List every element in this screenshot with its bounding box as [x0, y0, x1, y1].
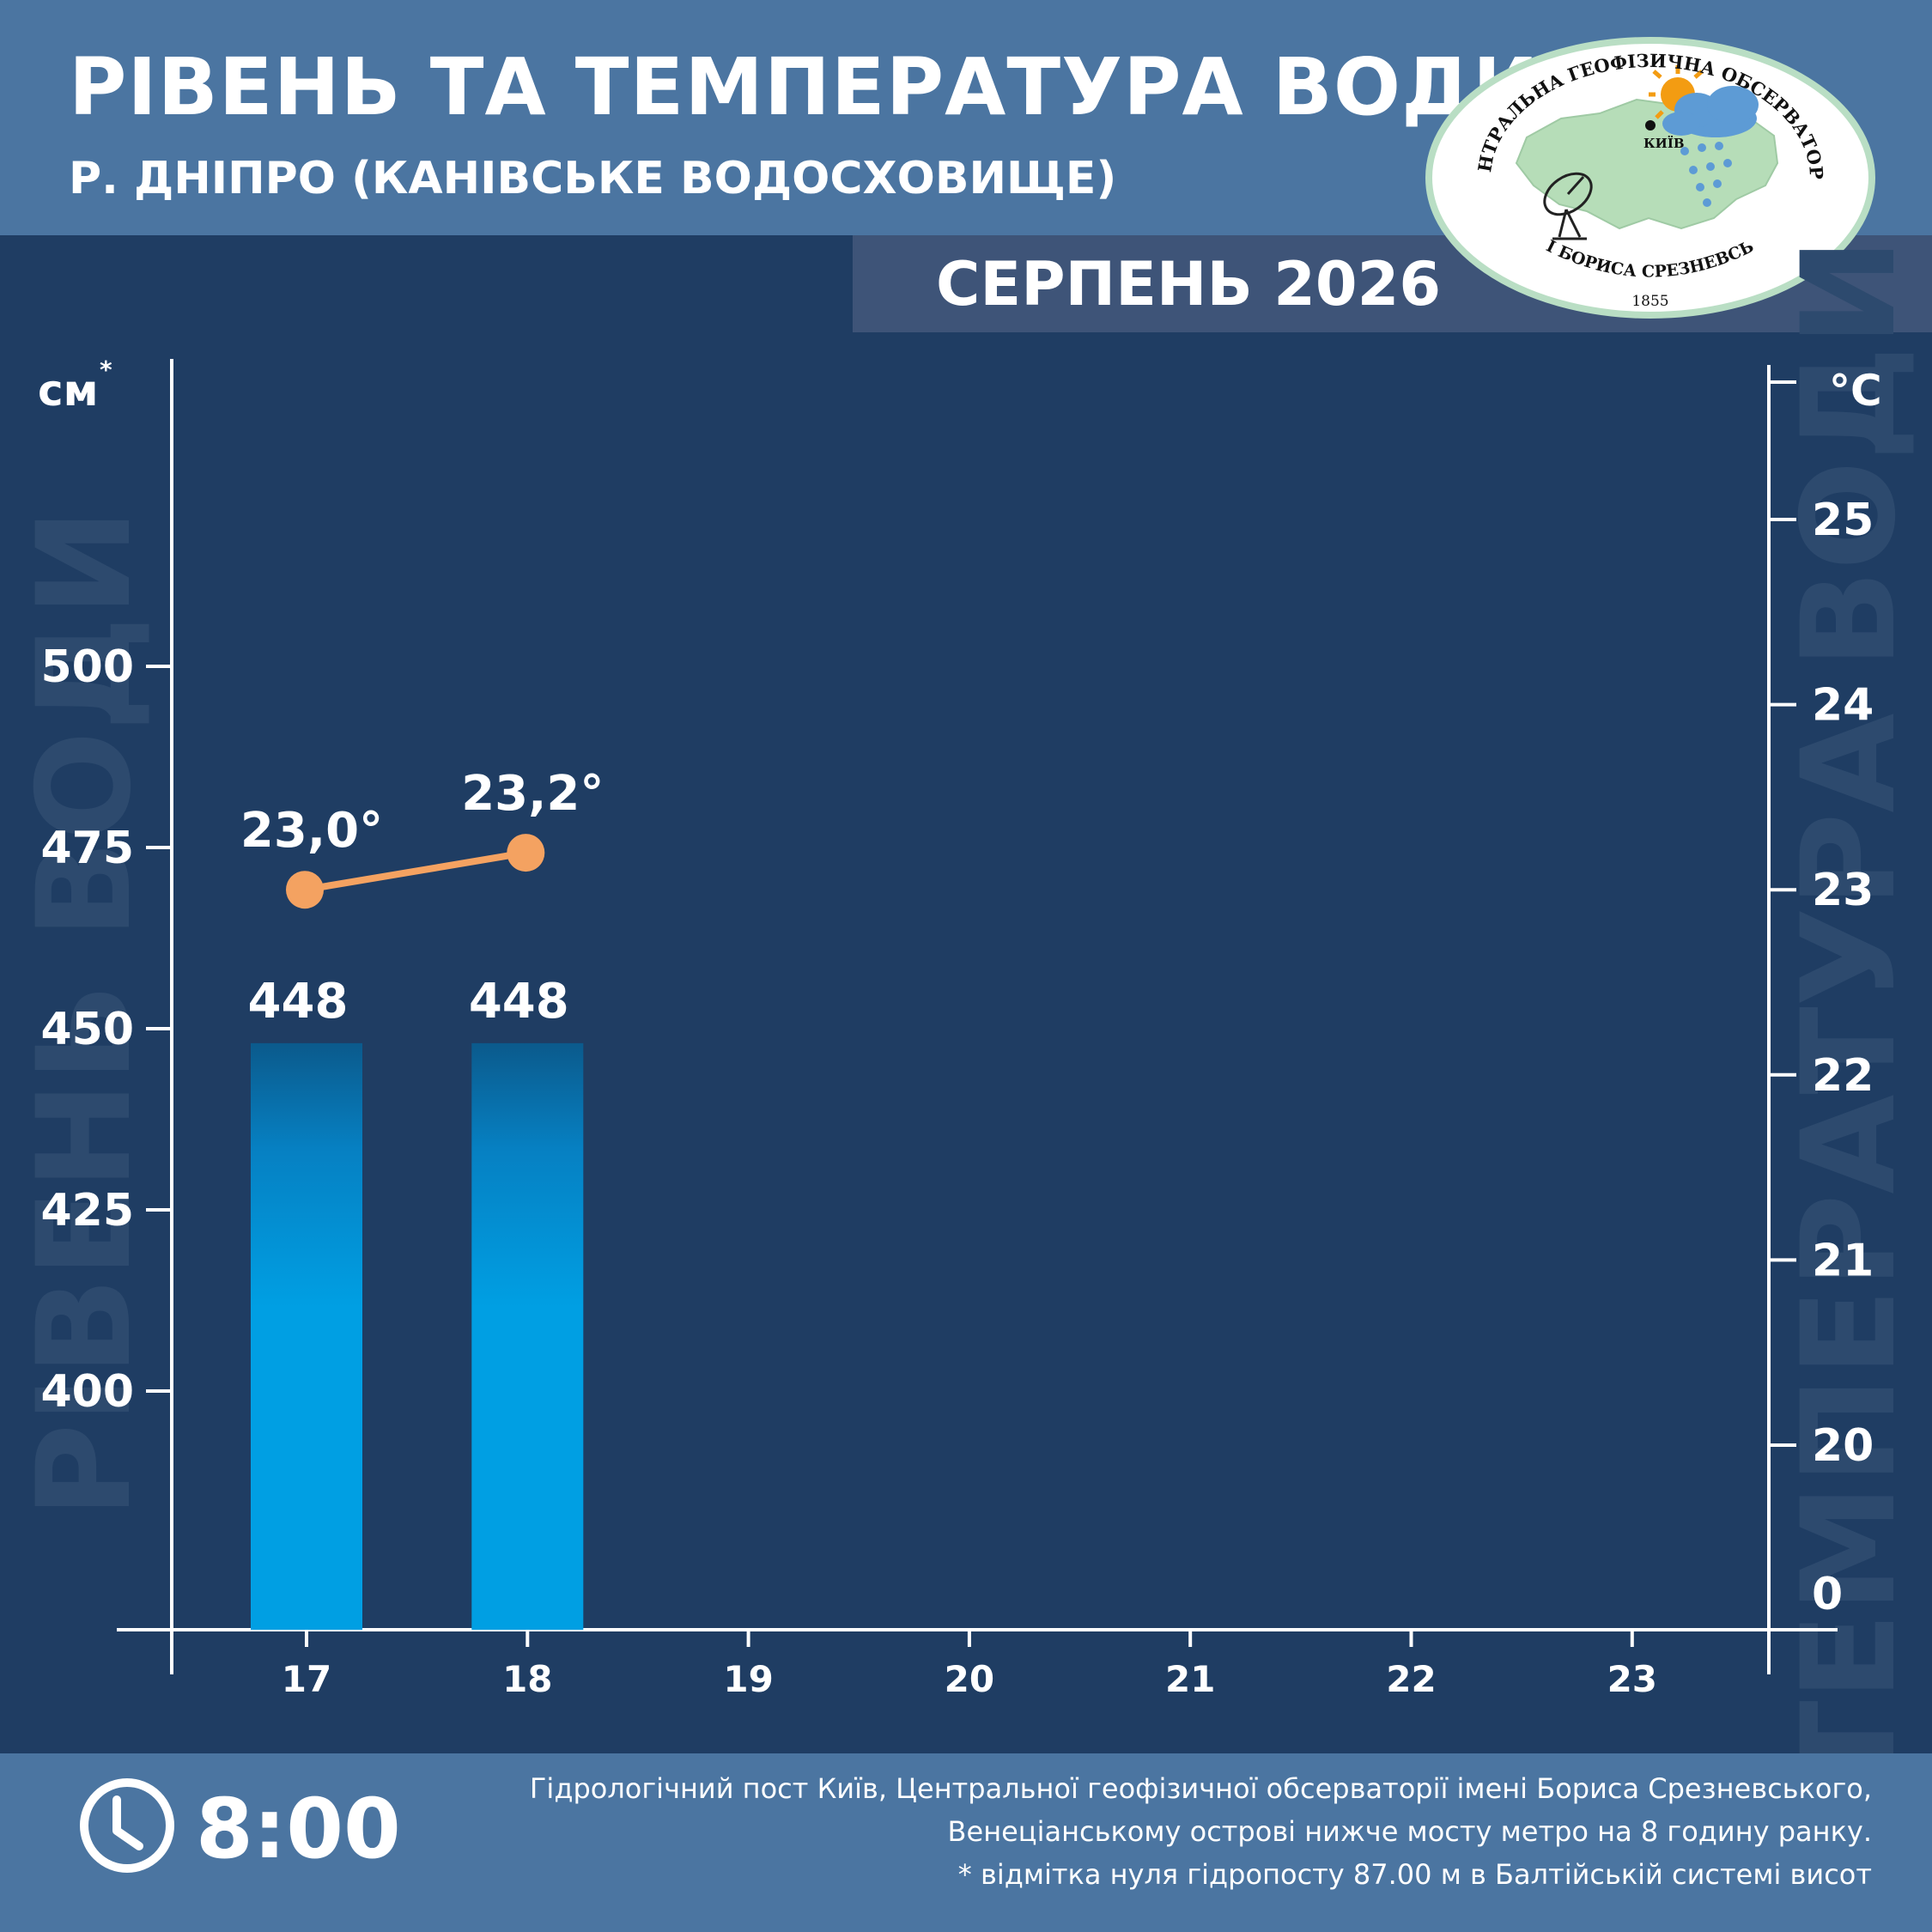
x-tick-label: 20	[945, 1658, 994, 1700]
temperature-value-label: 23,2°	[461, 766, 604, 822]
satellite-dish-icon	[1543, 172, 1593, 240]
logo-year: 1855	[1631, 293, 1668, 310]
level-tick-label: 475	[40, 823, 134, 874]
x-tick-label: 17	[282, 1658, 331, 1700]
temperature-tick-label: 22	[1812, 1050, 1874, 1102]
level-temperature-chart: РІВЕНЬ ВОДИ ТЕМПЕРАТУРА ВОДИ 400 425 450 47…	[10, 238, 1924, 1753]
level-bar	[251, 1042, 362, 1630]
x-tick-label: 22	[1386, 1658, 1436, 1700]
logo-city: КИЇВ	[1643, 135, 1685, 151]
kyiv-marker-icon	[1645, 120, 1656, 131]
level-tick-label: 450	[40, 1004, 134, 1055]
temperature-point	[507, 834, 545, 872]
footer-band	[0, 1753, 1932, 1932]
level-bar	[471, 1042, 584, 1630]
level-bars: 448 448	[248, 974, 584, 1630]
page-title: РІВЕНЬ ТА ТЕМПЕРАТУРА ВОДИ	[69, 41, 1540, 133]
x-tick-label: 23	[1607, 1658, 1657, 1700]
temperature-value-label: 23,0°	[240, 803, 383, 859]
x-tick-label: 21	[1165, 1658, 1215, 1700]
level-value-label: 448	[469, 974, 569, 1030]
footer-note-line3: * відмітка нуля гідропосту 87.00 м в Бал…	[957, 1858, 1872, 1891]
temperature-tick-label: 25	[1812, 495, 1874, 546]
temperature-unit: °C	[1829, 366, 1882, 416]
month-label: СЕРПЕНЬ 2026	[936, 249, 1442, 319]
page-subtitle: Р. ДНІПРО (КАНІВСЬКЕ ВОДОСХОВИЩЕ)	[69, 153, 1117, 204]
level-value-label: 448	[248, 974, 349, 1030]
rain-cloud-icon	[1662, 86, 1759, 207]
temperature-tick-label: 20	[1812, 1420, 1874, 1472]
chart-axes: 400 425 450 475 500 см * 20 21 22 23 24 25 0 °C 17 18 19 2…	[38, 355, 1882, 1700]
measurement-time: 8:00	[196, 1781, 401, 1877]
footer-note-line2: Венеціанському острові нижче мосту метро…	[947, 1815, 1872, 1848]
temperature-bottom-label: 0	[1812, 1569, 1843, 1620]
clock-icon	[80, 1778, 174, 1873]
level-tick-label: 425	[40, 1185, 134, 1236]
temperature-point	[286, 871, 324, 909]
level-tick-label: 500	[40, 641, 134, 693]
sun-icon	[1649, 65, 1704, 119]
level-unit-mark: *	[100, 355, 112, 384]
temperature-series-line	[304, 849, 526, 894]
temperature-line: 23,0° 23,2°	[240, 766, 604, 909]
temperature-tick-label: 23	[1812, 865, 1874, 916]
footer-note-line1: Гідрологічний пост Київ, Центральної гео…	[529, 1772, 1872, 1805]
temperature-tick-label: 21	[1812, 1235, 1874, 1286]
x-tick-label: 19	[723, 1658, 773, 1700]
level-unit: см	[38, 366, 99, 416]
temperature-axis-title: ТЕМПЕРАТУРА ВОДИ	[1775, 238, 1924, 1753]
observatory-logo: КИЇВ ЦЕНТРАЛЬНА ГЕОФІЗИЧНА ОБСЕРВАТОРІЯ …	[1424, 34, 1875, 319]
level-tick-label: 400	[40, 1366, 134, 1418]
level-axis-title: РІВЕНЬ ВОДИ	[10, 508, 160, 1518]
x-tick-label: 18	[502, 1658, 552, 1700]
temperature-tick-label: 24	[1812, 680, 1874, 732]
